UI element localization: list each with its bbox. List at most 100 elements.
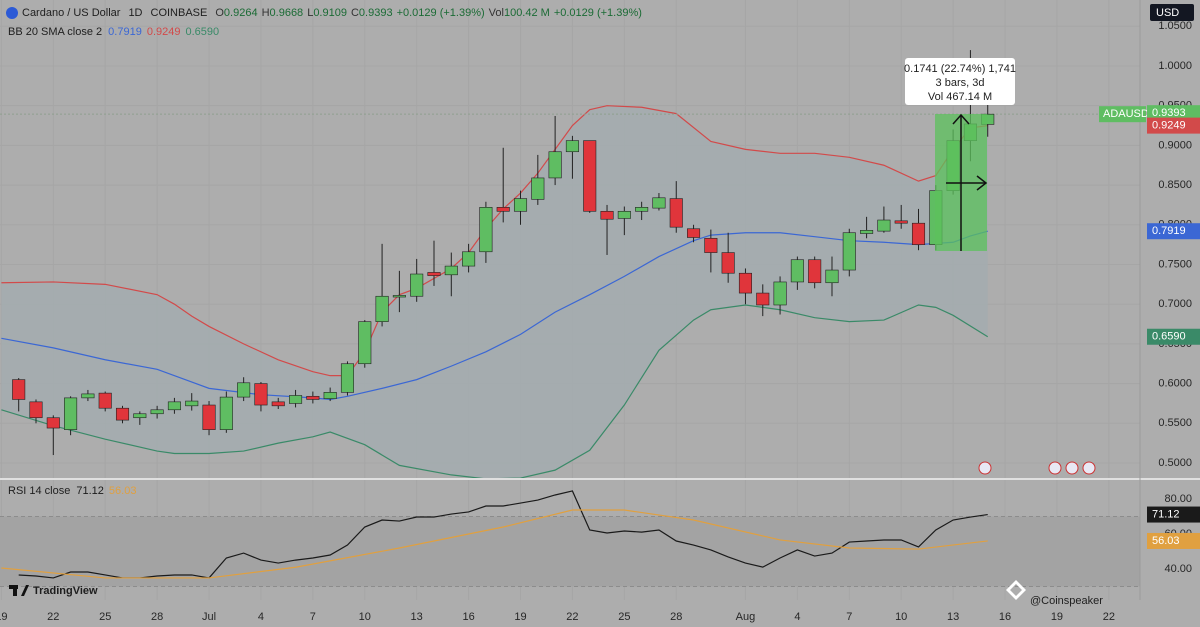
x-tick-label: 16	[999, 611, 1011, 623]
x-tick-label: 4	[794, 611, 800, 623]
credit-icon	[1006, 580, 1026, 600]
header: Cardano / US Dollar 1D COINBASE O0.9264 H0.9…	[22, 7, 642, 19]
currency[interactable]: USD	[1156, 7, 1179, 19]
event-flag[interactable]	[1065, 461, 1079, 475]
candle-body	[687, 228, 701, 238]
symbol-badge	[1099, 106, 1146, 123]
candle-body	[531, 177, 545, 200]
x-tick-label: 7	[310, 611, 316, 623]
badge-value: 0.6590	[1152, 331, 1186, 343]
candle-body	[81, 393, 95, 399]
candle-body	[548, 151, 562, 179]
credit: @Coinspeaker	[1006, 580, 1103, 607]
candle-body	[635, 207, 649, 212]
y-tick-label: 0.7500	[1158, 258, 1192, 270]
badge-value: 0.9249	[1152, 120, 1186, 132]
candle-body	[808, 259, 822, 284]
candle-body	[410, 273, 424, 297]
ohlc-value: 0.9264	[224, 7, 258, 19]
symbol-icon	[6, 7, 18, 19]
candle-body	[773, 281, 787, 306]
candle-body	[842, 232, 856, 271]
volume-change: +0.0129 (+1.39%)	[554, 7, 642, 19]
candle-body	[894, 220, 908, 224]
logo-shape	[21, 585, 29, 596]
x-tick-label: 4	[258, 611, 264, 623]
rsi-line	[1, 509, 988, 579]
y-tick-label: 80.00	[1164, 493, 1192, 505]
logo-shape	[13, 585, 17, 596]
band-line	[1, 304, 989, 478]
candle-body	[600, 210, 614, 220]
candle-body	[911, 222, 926, 245]
value-badge	[1147, 117, 1200, 134]
ohlc-label: L	[307, 7, 313, 19]
arrow-head	[976, 175, 988, 191]
x-tick-label: 19	[514, 611, 526, 623]
candle-body	[479, 207, 493, 253]
candle-body	[444, 265, 458, 276]
x-tick-label: 28	[670, 611, 682, 623]
y-tick-label: 0.8500	[1158, 179, 1192, 191]
bb-value: 0.9249	[147, 26, 181, 38]
currency-button[interactable]	[1150, 4, 1194, 21]
candle-body	[427, 272, 441, 276]
candle-body	[721, 252, 735, 274]
candle-body	[237, 382, 251, 398]
y-tick-label: 0.9000	[1158, 139, 1192, 151]
candle-body	[496, 207, 510, 212]
candle-body	[323, 392, 337, 399]
candle-body	[565, 140, 579, 153]
candle-body	[340, 363, 354, 393]
candle-body	[790, 259, 804, 283]
x-tick-label: 22	[1103, 611, 1115, 623]
candle-body	[462, 251, 476, 267]
value-badge	[1147, 532, 1200, 549]
candle-body	[167, 401, 181, 411]
x-tick-label: 25	[99, 611, 111, 623]
x-tick-label: 28	[151, 611, 163, 623]
event-flag[interactable]	[1048, 461, 1062, 475]
arrow-head	[952, 113, 970, 125]
x-tick-label: 19	[0, 611, 8, 623]
candle-body	[115, 407, 130, 421]
event-icons[interactable]	[978, 461, 1096, 475]
exchange: COINBASE	[151, 7, 208, 19]
price-value: 0.9393	[1152, 107, 1186, 119]
candle-body	[271, 401, 285, 407]
ohlc-label: C	[351, 7, 359, 19]
x-tick-label: 22	[47, 611, 59, 623]
ohlc-value: 0.9109	[313, 7, 347, 19]
event-flag[interactable]	[1082, 461, 1096, 475]
candle-body	[738, 272, 752, 294]
measure-tooltip	[905, 58, 1015, 105]
candle-body	[756, 292, 770, 306]
bb-value: 0.7919	[108, 26, 142, 38]
candle-body	[150, 409, 164, 415]
symbol-ticker: ADAUSD	[1103, 108, 1149, 120]
bb-legend: BB 20 SMA close 2 0.7919 0.9249 0.6590	[8, 26, 219, 38]
x-tick-label: 7	[846, 611, 852, 623]
y-tick-label: 1.0500	[1158, 20, 1192, 32]
rsi-line	[18, 490, 988, 579]
candle-body	[860, 230, 874, 234]
ohlc-value: 0.9393	[359, 7, 393, 19]
y-tick-label: 40.00	[1164, 563, 1192, 575]
rsi-label: RSI 14 close	[8, 485, 70, 497]
candle-body	[133, 413, 147, 419]
x-tick-label: Jul	[202, 611, 216, 623]
candle-body	[513, 198, 528, 212]
badge-value: 56.03	[1152, 535, 1180, 547]
candle-body	[392, 295, 406, 298]
rsi-value: 56.03	[109, 485, 137, 497]
measure-text: 0.1741 (22.74%) 1,741	[904, 63, 1016, 75]
candle-body	[254, 383, 268, 406]
watermark: TradingView	[33, 585, 98, 597]
candle-body	[64, 397, 78, 430]
candle-body	[652, 197, 666, 209]
value-badge	[1147, 506, 1200, 523]
change: +0.0129 (+1.39%)	[397, 7, 485, 19]
event-flag[interactable]	[978, 461, 992, 475]
candle-body	[617, 210, 631, 219]
